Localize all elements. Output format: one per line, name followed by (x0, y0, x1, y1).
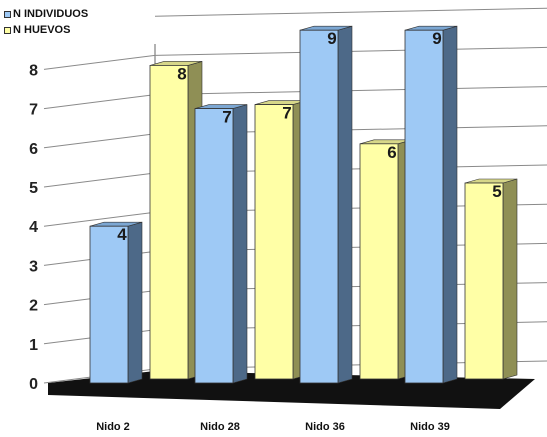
legend-label-huevos: N HUEVOS (13, 24, 71, 36)
bar-front-face (194, 108, 234, 384)
y-tick-label: 4 (29, 219, 38, 236)
y-tick-label: 3 (29, 258, 38, 275)
legend-item-individuos: N INDIVIDUOS (4, 6, 88, 22)
legend-swatch-huevos (4, 26, 11, 34)
x-category-label: Nido 28 (200, 421, 240, 433)
gridline-side (43, 211, 156, 227)
bar-front-face (254, 104, 294, 380)
bar-huevos-3: 5 (464, 178, 518, 380)
bar-side-face (502, 178, 518, 380)
data-label: 6 (387, 143, 396, 162)
gridline-side (43, 172, 156, 188)
bar-huevos-0: 8 (149, 61, 203, 380)
y-tick-label: 7 (29, 102, 38, 119)
bar-individuos-1: 7 (194, 104, 248, 384)
data-label: 9 (327, 29, 336, 48)
data-label: 5 (492, 182, 501, 201)
bar-individuos-2: 9 (299, 25, 353, 384)
bar-side-face (127, 221, 143, 384)
data-label: 8 (177, 64, 186, 83)
bar-front-face (359, 143, 399, 380)
bar-front-face (404, 29, 444, 384)
bar-side-face (442, 25, 458, 384)
bar-front-face (149, 65, 189, 380)
legend-item-huevos: N HUEVOS (4, 22, 88, 38)
bar-side-face (337, 25, 353, 384)
bar-huevos-1: 7 (254, 100, 308, 380)
x-category-label: Nido 2 (96, 421, 130, 433)
y-tick-label: 5 (29, 180, 38, 197)
y-tick-label: 6 (29, 141, 38, 158)
y-tick-label: 8 (29, 62, 38, 79)
legend-swatch-individuos (4, 10, 11, 18)
y-tick-label: 0 (29, 376, 38, 393)
bar-front-face (299, 29, 339, 384)
gridline-back-top (154, 7, 547, 17)
bar-individuos-3: 9 (404, 25, 458, 384)
data-label: 9 (432, 29, 441, 48)
bar-side-face (232, 104, 248, 384)
x-category-label: Nido 39 (410, 421, 450, 433)
y-tick-label: 1 (29, 337, 38, 354)
bar-front-face (89, 225, 129, 384)
data-label: 7 (282, 104, 291, 123)
legend-label-individuos: N INDIVIDUOS (13, 8, 89, 20)
data-label: 4 (117, 225, 127, 244)
bar-huevos-2: 6 (359, 139, 413, 380)
chart-legend: N INDIVIDUOS N HUEVOS (4, 6, 88, 38)
data-label: 7 (222, 108, 231, 127)
bar-individuos-0: 4 (89, 221, 143, 384)
gridline-side (43, 54, 156, 70)
y-tick-label: 2 (29, 298, 38, 315)
bar-front-face (464, 182, 504, 380)
gridline-side (43, 133, 156, 149)
gridline-side (43, 94, 156, 110)
x-category-label: Nido 36 (305, 421, 345, 433)
